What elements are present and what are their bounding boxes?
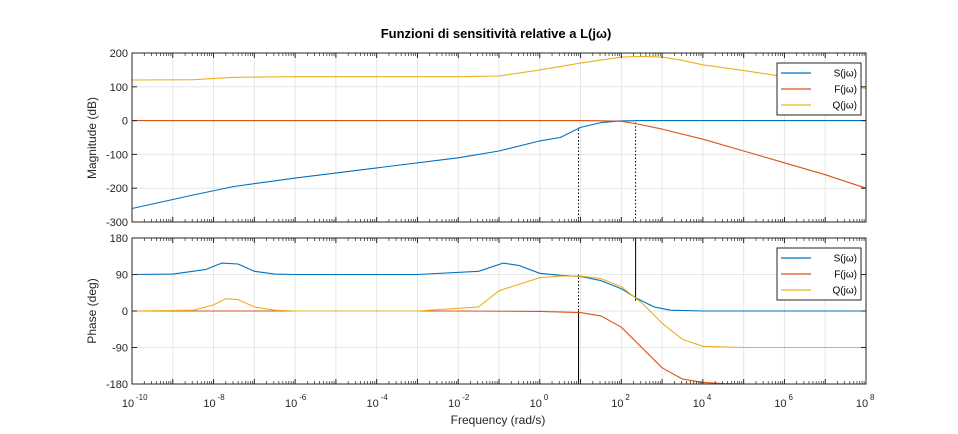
- x-tick-label: 10: [367, 398, 379, 410]
- y-tick-label: -300: [106, 217, 128, 229]
- series-line-1: [132, 120, 867, 189]
- x-axis-label: Frequency (rad/s): [451, 413, 546, 427]
- y-tick-label: -180: [106, 379, 128, 391]
- x-tick-label: 10: [856, 398, 868, 410]
- legend-entry: F(jω): [834, 85, 857, 96]
- legend-entry: Q(jω): [833, 286, 857, 297]
- legend: S(jω) F(jω) Q(jω): [776, 247, 862, 301]
- x-tick-label: 10: [774, 398, 786, 410]
- y-tick-label: 200: [110, 48, 128, 60]
- y-axis-label: Magnitude (dB): [85, 97, 99, 179]
- x-tick-exponent: -6: [299, 393, 307, 402]
- x-tick-exponent: 4: [707, 393, 712, 402]
- y-tick-label: -200: [106, 183, 128, 195]
- x-tick-exponent: 6: [788, 393, 793, 402]
- x-tick-label: 10: [530, 398, 542, 410]
- magnitude-axes: 200 100 0 -100 -200 -300 Magnitude (dB) S(jω) F(…: [85, 48, 867, 229]
- x-tick-label: 10: [611, 398, 623, 410]
- x-tick-label: 10: [448, 398, 460, 410]
- legend-entry: Q(jω): [833, 101, 857, 112]
- y-axis-label: Phase (deg): [85, 278, 99, 343]
- x-tick-exponent: 8: [870, 393, 875, 402]
- series-line-2: [131, 275, 866, 349]
- x-tick-exponent: -8: [218, 393, 226, 402]
- series-line-2: [131, 55, 867, 90]
- x-tick-label: 10: [122, 398, 134, 410]
- legend-entry: F(jω): [834, 270, 857, 281]
- legend-entry: S(jω): [834, 69, 857, 80]
- x-tick-label: 10: [285, 398, 297, 410]
- series-line-0: [131, 120, 866, 210]
- y-tick-label: -100: [106, 149, 128, 161]
- x-tick-exponent: -2: [462, 393, 470, 402]
- phase-axes: 180 90 0 -90 -180 Phase (deg) S(jω) F(jω) Q(jω) 1…: [85, 233, 875, 410]
- figure-title: Funzioni di sensitività relative a L(jω): [381, 26, 612, 41]
- y-tick-label: -90: [112, 343, 128, 355]
- legend-entry: S(jω): [834, 254, 857, 265]
- y-tick-label: 180: [110, 233, 128, 245]
- x-tick-exponent: 2: [625, 393, 630, 402]
- x-tick-exponent: 0: [544, 393, 549, 402]
- series-line-0: [131, 262, 866, 312]
- x-tick-exponent: -4: [381, 393, 389, 402]
- y-tick-label: 100: [110, 82, 128, 94]
- y-tick-label: 90: [116, 270, 128, 282]
- x-tick-label: 10: [693, 398, 705, 410]
- y-tick-label: 0: [122, 116, 128, 128]
- legend: S(jω) F(jω) Q(jω): [776, 62, 862, 116]
- y-tick-label: 0: [122, 306, 128, 318]
- x-tick-label: 10: [203, 398, 215, 410]
- x-tick-exponent: -10: [136, 393, 148, 402]
